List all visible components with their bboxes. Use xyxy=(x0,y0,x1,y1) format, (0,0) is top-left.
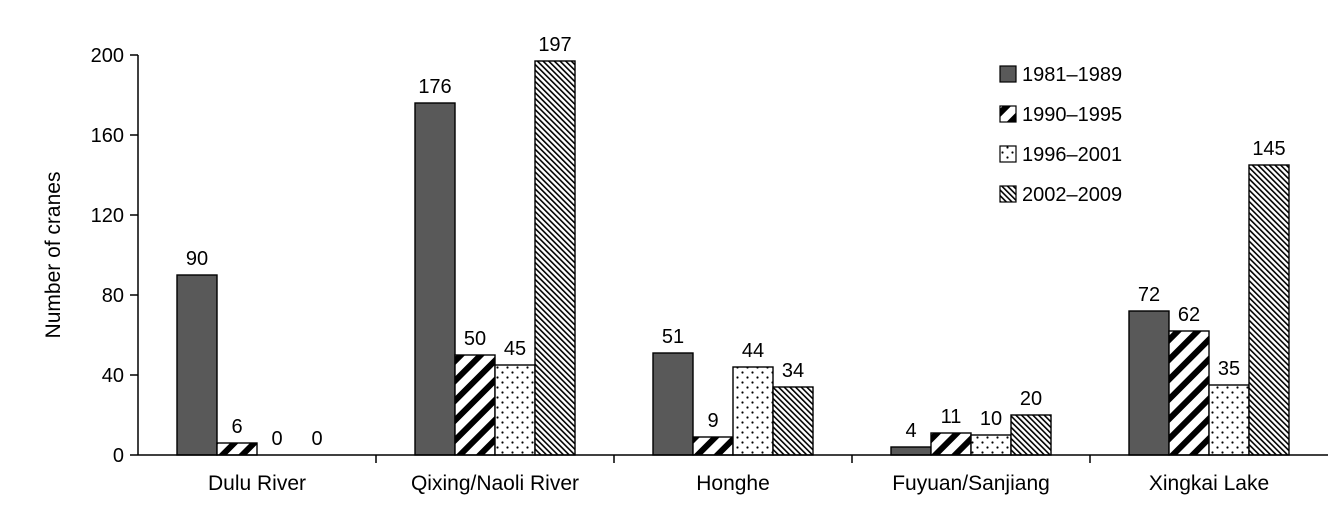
legend-swatch-0 xyxy=(999,65,1017,83)
value-label: 0 xyxy=(311,428,322,450)
bar-2-3 xyxy=(772,386,814,456)
bar-0-0 xyxy=(176,274,218,456)
bar-3-1 xyxy=(930,432,972,456)
bar-1-2 xyxy=(494,364,536,456)
category-label: Honghe xyxy=(696,472,770,495)
legend-label-2: 1996–2001 xyxy=(1022,144,1122,166)
legend-label-1: 1990–1995 xyxy=(1022,104,1122,126)
value-label: 197 xyxy=(538,34,571,56)
value-label: 10 xyxy=(980,408,1002,430)
legend-swatch-3 xyxy=(999,185,1017,203)
bar-2-1 xyxy=(692,436,734,456)
bar-1-3 xyxy=(534,60,576,456)
value-label: 11 xyxy=(941,406,962,428)
legend-label-0: 1981–1989 xyxy=(1022,64,1122,86)
bar-0-1 xyxy=(216,442,258,456)
value-label: 72 xyxy=(1138,284,1160,306)
value-label: 45 xyxy=(504,338,526,360)
value-label: 20 xyxy=(1020,388,1042,410)
value-label: 0 xyxy=(271,428,282,450)
legend-swatch-1 xyxy=(999,105,1017,123)
bar-4-1 xyxy=(1168,330,1210,456)
y-tick-label: 0 xyxy=(113,445,124,467)
bar-4-2 xyxy=(1208,384,1250,456)
y-tick-label: 40 xyxy=(102,365,124,387)
bar-2-0 xyxy=(652,352,694,456)
value-label: 50 xyxy=(464,328,486,350)
legend: 1981–1989 1990–1995 1996–2001 2002–2009 xyxy=(999,64,1122,206)
value-label: 62 xyxy=(1178,304,1200,326)
category-label: Dulu River xyxy=(208,472,306,495)
value-label: 35 xyxy=(1218,358,1240,380)
value-label: 51 xyxy=(662,326,684,348)
bar-2-2 xyxy=(732,366,774,456)
category-label: Qixing/Naoli River xyxy=(411,472,579,495)
value-label: 90 xyxy=(186,248,208,270)
legend-label-3: 2002–2009 xyxy=(1022,184,1122,206)
y-axis-title: Number of cranes xyxy=(42,172,65,339)
value-label: 44 xyxy=(742,340,764,362)
bar-3-2 xyxy=(970,434,1012,456)
y-tick-label: 200 xyxy=(91,45,124,67)
y-tick-label: 160 xyxy=(91,125,124,147)
bar-4-0 xyxy=(1128,310,1170,456)
value-label: 34 xyxy=(782,360,804,382)
value-label: 4 xyxy=(905,420,916,442)
bar-3-0 xyxy=(890,446,932,456)
bar-4-3 xyxy=(1248,164,1290,456)
value-label: 6 xyxy=(231,416,242,438)
bar-1-1 xyxy=(454,354,496,456)
legend-swatch-2 xyxy=(999,145,1017,163)
bar-1-0 xyxy=(414,102,456,456)
value-label: 145 xyxy=(1252,138,1285,160)
category-label: Xingkai Lake xyxy=(1149,472,1269,495)
value-label: 176 xyxy=(418,76,451,98)
y-tick-label: 120 xyxy=(91,205,124,227)
y-tick-label: 80 xyxy=(102,285,124,307)
category-label: Fuyuan/Sanjiang xyxy=(892,472,1050,495)
value-label: 9 xyxy=(707,410,718,432)
bar-3-3 xyxy=(1010,414,1052,456)
